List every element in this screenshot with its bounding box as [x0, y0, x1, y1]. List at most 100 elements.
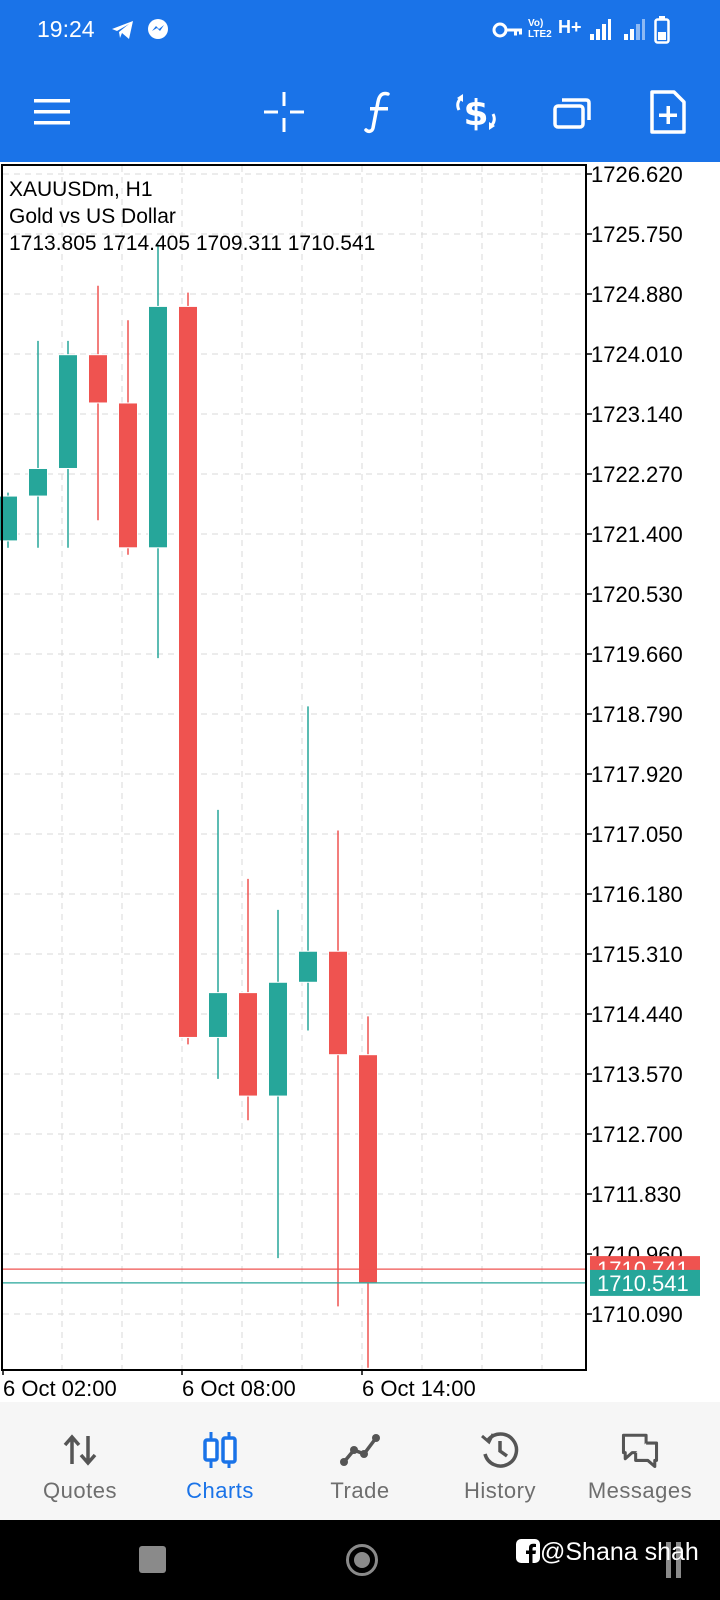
system-nav: [0, 1520, 720, 1600]
candle: [148, 244, 168, 659]
candle-body: [58, 354, 78, 469]
nav-charts[interactable]: Charts: [150, 1402, 290, 1520]
y-tick-label: 1717.050: [591, 822, 683, 847]
y-tick-label: 1719.660: [591, 642, 683, 667]
recent-apps-icon[interactable]: [139, 1546, 166, 1573]
nav-label: Quotes: [43, 1478, 117, 1503]
candle: [208, 809, 228, 1079]
bid-price-label: 1710.541: [597, 1271, 689, 1296]
y-tick-label: 1717.920: [591, 762, 683, 787]
messenger-icon: [148, 19, 168, 39]
candle: [58, 340, 78, 548]
network-h-plus-icon: H+: [558, 17, 582, 37]
nav-trade[interactable]: Trade: [290, 1402, 430, 1520]
symbol-description: Gold vs US Dollar: [9, 205, 176, 228]
quotes-arrows-icon: [60, 1430, 100, 1470]
volte-label: Vo) LTE2: [528, 18, 552, 40]
candle: [268, 909, 288, 1259]
candle-body: [238, 992, 258, 1097]
candle-body: [0, 495, 18, 542]
y-tick-label: 1712.700: [591, 1122, 683, 1147]
candle-body: [358, 1054, 378, 1284]
x-tick-label: 6 Oct 08:00: [182, 1376, 296, 1401]
candle-body: [328, 950, 348, 1056]
x-axis: 6 Oct 02:00 6 Oct 08:00 6 Oct 14:00: [2, 1369, 476, 1401]
candle: [118, 320, 138, 555]
status-time: 19:24: [37, 16, 95, 42]
home-icon[interactable]: [346, 1544, 378, 1576]
bottom-nav: Quotes Charts Trade: [0, 1402, 720, 1520]
back-icon[interactable]: [664, 1542, 684, 1578]
window-button[interactable]: [540, 80, 604, 144]
telegram-icon: [112, 21, 133, 39]
history-clock-icon: [480, 1430, 520, 1470]
menu-icon: [34, 99, 70, 125]
nav-label: Messages: [587, 1478, 693, 1503]
y-tick-label: 1722.270: [591, 462, 683, 487]
messages-icon: [620, 1430, 660, 1470]
candle-body: [148, 305, 168, 549]
new-order-button[interactable]: $: [444, 80, 508, 144]
nav-label: Trade: [330, 1478, 390, 1503]
svg-text:$: $: [463, 93, 488, 134]
candle: [328, 830, 348, 1307]
x-tick-label: 6 Oct 02:00: [3, 1376, 117, 1401]
signal-icon: [590, 19, 611, 40]
candle-body: [208, 992, 228, 1038]
ohlc-values: 1713.805 1714.405 1709.311 1710.541: [9, 232, 376, 255]
nav-history[interactable]: History: [430, 1402, 570, 1520]
nav-messages[interactable]: Messages: [570, 1402, 710, 1520]
watermark-text: @Shana shah: [540, 1538, 699, 1566]
crosshair-icon: [264, 92, 304, 132]
y-tick-label: 1713.570: [591, 1062, 683, 1087]
y-tick-label: 1723.140: [591, 402, 683, 427]
y-tick-label: 1718.790: [591, 702, 683, 727]
candle-body: [118, 402, 138, 549]
watermark: @Shana shah: [516, 1538, 699, 1567]
trade-line-icon: [340, 1430, 380, 1470]
candle: [0, 492, 18, 548]
candle: [238, 878, 258, 1121]
plot-frame: [1, 164, 587, 1371]
y-axis: 1726.620 1725.750 1724.880 1724.010 1723.140…: [586, 162, 700, 1327]
nav-label: History: [464, 1478, 536, 1503]
candle-body: [298, 950, 318, 983]
menu-button[interactable]: [20, 80, 84, 144]
candle-body: [178, 305, 198, 1038]
candle: [358, 1016, 378, 1368]
charts-candles-icon: [200, 1430, 240, 1470]
toolbar: $: [0, 62, 720, 162]
candle-body: [88, 354, 108, 404]
indicators-button[interactable]: [348, 80, 412, 144]
signal-icon: [624, 19, 645, 40]
x-tick-label: 6 Oct 14:00: [362, 1376, 476, 1401]
y-tick-label: 1725.750: [591, 222, 683, 247]
y-tick-label: 1715.310: [591, 942, 683, 967]
y-tick-label: 1716.180: [591, 882, 683, 907]
candle: [178, 292, 198, 1045]
window-icon: [553, 98, 591, 129]
y-tick-label: 1720.530: [591, 582, 683, 607]
status-bar: 19:24 Vo) LTE2 H+: [0, 0, 720, 62]
y-tick-label: 1726.620: [591, 162, 683, 187]
nav-quotes[interactable]: Quotes: [10, 1402, 150, 1520]
add-document-icon: [650, 90, 686, 134]
candle: [28, 340, 48, 548]
price-lines: [3, 1268, 585, 1284]
chart-area[interactable]: 1726.620 1725.750 1724.880 1724.010 1723.140…: [0, 162, 720, 1402]
y-tick-label: 1724.880: [591, 282, 683, 307]
add-document-button[interactable]: [636, 80, 700, 144]
battery-icon: [654, 16, 670, 44]
candle: [298, 706, 318, 1031]
symbol-timeframe: XAUUSDm, H1: [9, 178, 153, 201]
candle: [88, 285, 108, 521]
y-tick-label: 1711.830: [591, 1182, 681, 1207]
crosshair-button[interactable]: [252, 80, 316, 144]
chart-grid: [3, 166, 585, 1369]
y-tick-label: 1714.440: [591, 1002, 683, 1027]
candles: [0, 244, 378, 1368]
y-tick-label: 1710.090: [591, 1302, 683, 1327]
candlestick-chart[interactable]: 1726.620 1725.750 1724.880 1724.010 1723.140…: [0, 162, 720, 1402]
candle-body: [268, 981, 288, 1097]
candle-body: [28, 467, 48, 497]
